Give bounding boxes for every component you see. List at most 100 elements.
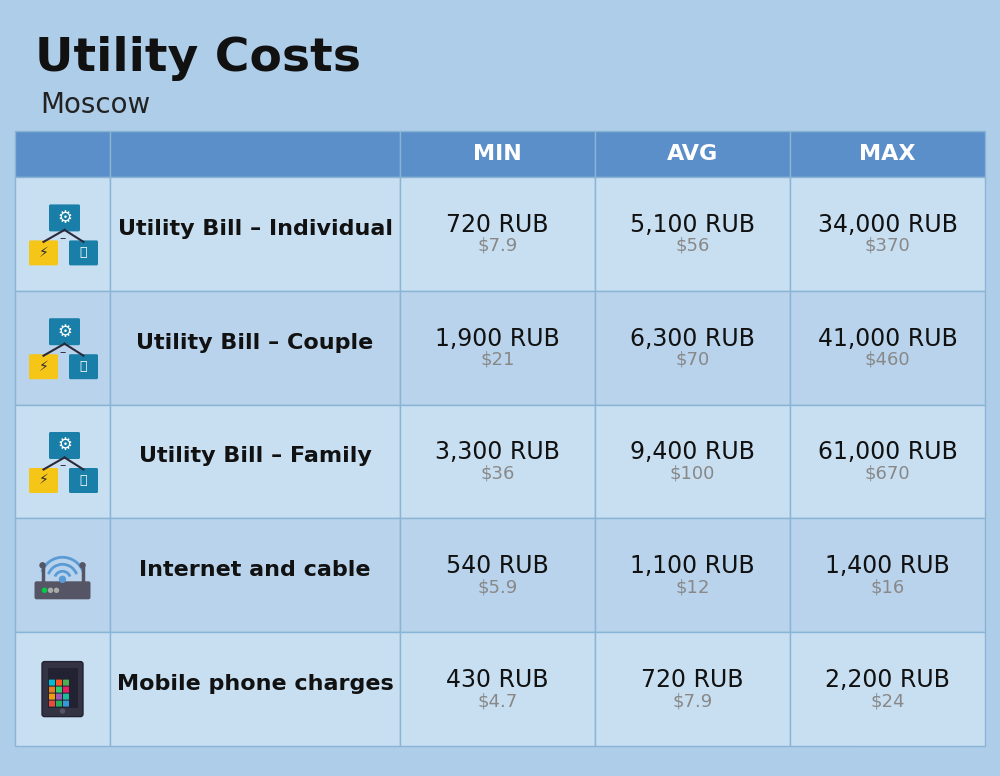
- Circle shape: [54, 588, 58, 592]
- Bar: [595, 291, 790, 404]
- Text: ⚙: ⚙: [57, 323, 72, 341]
- Circle shape: [48, 588, 52, 592]
- Bar: [15, 177, 110, 291]
- Text: ⚙: ⚙: [57, 436, 72, 455]
- Text: 2,200 RUB: 2,200 RUB: [825, 668, 950, 692]
- FancyBboxPatch shape: [29, 241, 58, 265]
- FancyBboxPatch shape: [29, 468, 58, 493]
- Text: –: –: [59, 345, 66, 359]
- Bar: [855, 671, 965, 746]
- FancyBboxPatch shape: [69, 468, 98, 493]
- Bar: [595, 404, 790, 518]
- FancyBboxPatch shape: [56, 701, 62, 707]
- Text: MIN: MIN: [473, 144, 522, 164]
- Text: $460: $460: [865, 351, 910, 369]
- Bar: [855, 721, 965, 746]
- Text: $16: $16: [870, 578, 905, 596]
- FancyBboxPatch shape: [63, 701, 69, 707]
- Bar: [15, 404, 110, 518]
- Text: $56: $56: [675, 237, 710, 255]
- Text: Moscow: Moscow: [40, 91, 150, 119]
- Text: Internet and cable: Internet and cable: [139, 560, 371, 580]
- FancyBboxPatch shape: [49, 204, 80, 231]
- Bar: [110, 177, 400, 291]
- FancyBboxPatch shape: [63, 687, 69, 693]
- Text: 430 RUB: 430 RUB: [446, 668, 549, 692]
- Text: $70: $70: [675, 351, 710, 369]
- Bar: [48, 668, 78, 708]
- FancyBboxPatch shape: [49, 701, 55, 707]
- Bar: [400, 632, 595, 746]
- Bar: [790, 291, 985, 404]
- FancyBboxPatch shape: [34, 581, 90, 599]
- Text: Utility Bill – Family: Utility Bill – Family: [139, 446, 371, 466]
- Text: Mobile phone charges: Mobile phone charges: [117, 674, 393, 694]
- FancyBboxPatch shape: [56, 680, 62, 686]
- Bar: [110, 291, 400, 404]
- Circle shape: [60, 577, 66, 582]
- FancyBboxPatch shape: [63, 680, 69, 686]
- FancyBboxPatch shape: [49, 680, 55, 686]
- Bar: [595, 177, 790, 291]
- FancyBboxPatch shape: [56, 694, 62, 700]
- Text: –: –: [59, 232, 66, 245]
- Bar: [400, 404, 595, 518]
- Text: 6,300 RUB: 6,300 RUB: [630, 327, 755, 351]
- Bar: [110, 632, 400, 746]
- Bar: [110, 131, 400, 177]
- Circle shape: [40, 563, 45, 568]
- Text: Utility Bill – Couple: Utility Bill – Couple: [136, 333, 374, 353]
- Text: 💧: 💧: [80, 474, 87, 487]
- FancyBboxPatch shape: [69, 241, 98, 265]
- Bar: [15, 131, 110, 177]
- Text: Utility Costs: Utility Costs: [35, 36, 361, 81]
- FancyBboxPatch shape: [49, 318, 80, 345]
- Bar: [400, 177, 595, 291]
- Bar: [595, 632, 790, 746]
- Bar: [790, 177, 985, 291]
- Text: 9,400 RUB: 9,400 RUB: [630, 441, 755, 465]
- Text: –: –: [59, 459, 66, 473]
- Bar: [790, 632, 985, 746]
- Bar: [790, 404, 985, 518]
- Text: $7.9: $7.9: [477, 237, 518, 255]
- Bar: [855, 696, 965, 721]
- Text: ⚡: ⚡: [39, 246, 48, 260]
- Circle shape: [80, 563, 85, 568]
- Bar: [855, 671, 965, 696]
- FancyBboxPatch shape: [29, 354, 58, 379]
- FancyBboxPatch shape: [69, 354, 98, 379]
- Text: 1,900 RUB: 1,900 RUB: [435, 327, 560, 351]
- Circle shape: [42, 588, 46, 592]
- Bar: [110, 518, 400, 632]
- Text: 540 RUB: 540 RUB: [446, 554, 549, 578]
- FancyBboxPatch shape: [56, 687, 62, 693]
- Text: $24: $24: [870, 692, 905, 710]
- Text: $5.9: $5.9: [477, 578, 518, 596]
- Text: Utility Bill – Individual: Utility Bill – Individual: [118, 219, 392, 239]
- Text: ⚡: ⚡: [39, 473, 48, 487]
- Text: $36: $36: [480, 465, 515, 483]
- Text: 💧: 💧: [80, 247, 87, 259]
- Text: ⚡: ⚡: [39, 360, 48, 374]
- Text: 5,100 RUB: 5,100 RUB: [630, 213, 755, 237]
- Bar: [790, 131, 985, 177]
- Bar: [15, 632, 110, 746]
- Bar: [400, 518, 595, 632]
- Text: 💧: 💧: [80, 360, 87, 373]
- Text: $7.9: $7.9: [672, 692, 713, 710]
- Text: $370: $370: [865, 237, 910, 255]
- Text: $4.7: $4.7: [477, 692, 518, 710]
- Text: $670: $670: [865, 465, 910, 483]
- Bar: [595, 131, 790, 177]
- Text: ⚙: ⚙: [57, 209, 72, 227]
- FancyBboxPatch shape: [63, 694, 69, 700]
- Text: MAX: MAX: [859, 144, 916, 164]
- Text: 720 RUB: 720 RUB: [446, 213, 549, 237]
- Bar: [595, 518, 790, 632]
- Bar: [15, 291, 110, 404]
- Bar: [400, 291, 595, 404]
- Text: 720 RUB: 720 RUB: [641, 668, 744, 692]
- Text: AVG: AVG: [667, 144, 718, 164]
- Bar: [110, 404, 400, 518]
